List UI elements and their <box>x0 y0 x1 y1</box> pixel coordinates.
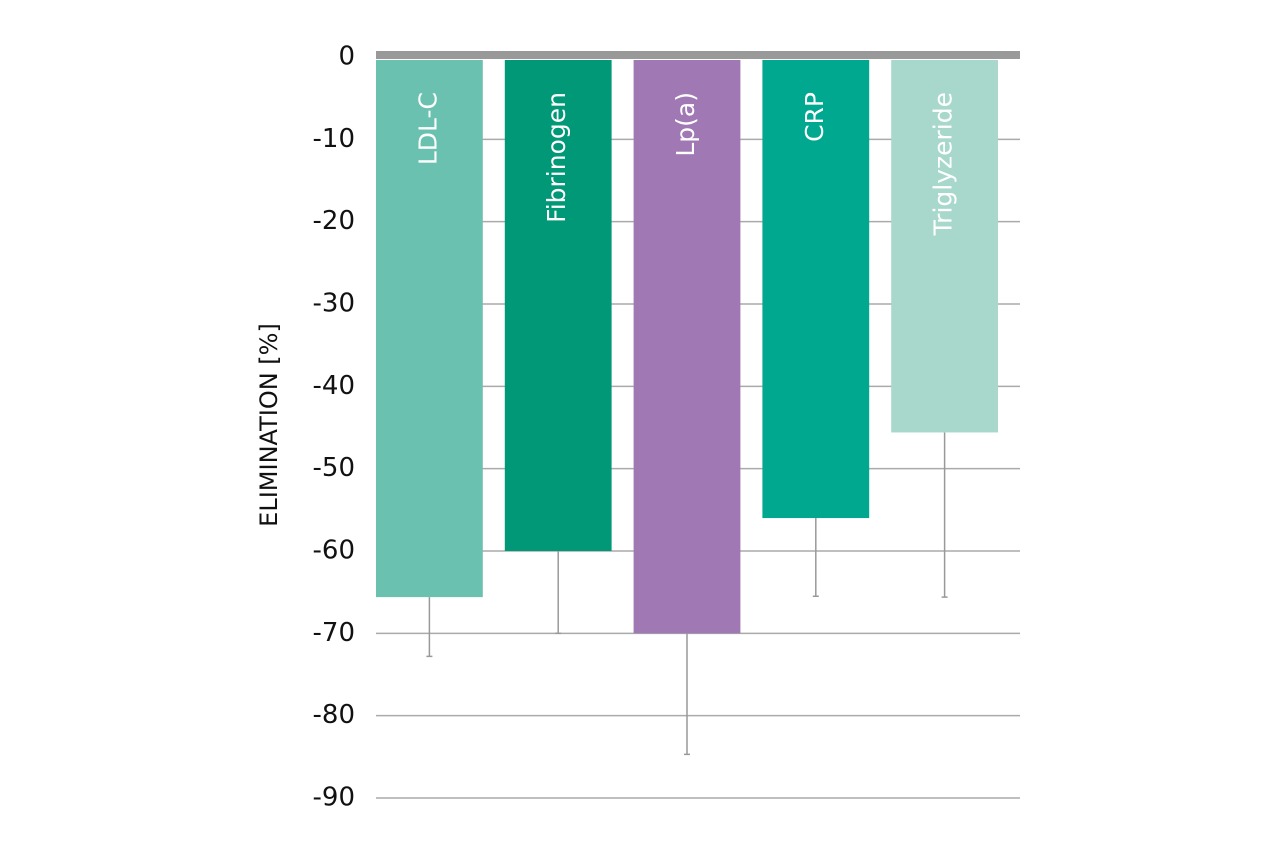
y-tick-label: -80 <box>313 700 355 730</box>
y-axis-title: ELIMINATION [%] <box>255 323 283 527</box>
y-tick-label: -60 <box>313 536 355 566</box>
bar <box>504 60 612 551</box>
y-tick-label: -50 <box>313 453 355 483</box>
bar <box>891 60 998 433</box>
category-label: Fibrinogen <box>542 92 571 223</box>
y-tick-label: -10 <box>313 124 355 154</box>
y-tick-label: -20 <box>313 206 355 236</box>
y-tick-label: -70 <box>313 618 355 648</box>
category-label: CRP <box>800 92 829 142</box>
y-tick-label: -30 <box>313 289 355 319</box>
category-label: Triglyzeride <box>929 92 958 236</box>
y-tick-label: -90 <box>313 783 355 813</box>
category-label: Lp(a) <box>671 92 700 157</box>
bar <box>633 60 741 634</box>
y-tick-label: -40 <box>313 371 355 401</box>
category-label: LDL-C <box>413 92 442 165</box>
y-tick-label: 0 <box>338 42 355 72</box>
bar <box>376 60 483 598</box>
bar <box>762 60 870 519</box>
